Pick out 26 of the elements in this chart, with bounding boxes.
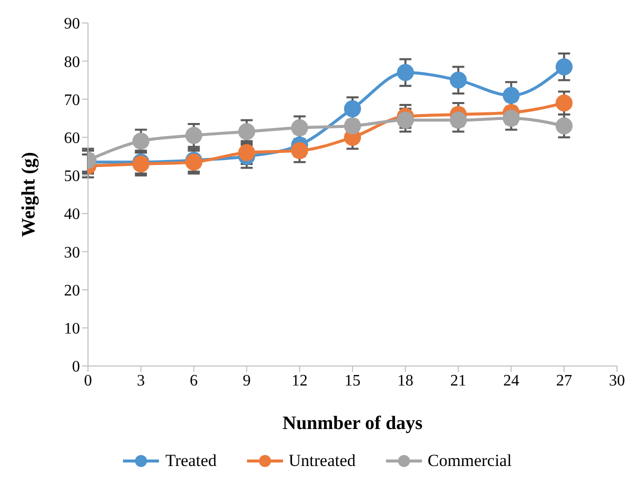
legend-label: Untreated: [288, 451, 356, 471]
x-tick-label: 0: [84, 372, 92, 390]
y-tick-label: 0: [72, 358, 80, 376]
x-tick-label: 18: [397, 372, 414, 390]
y-tick-label: 50: [64, 168, 80, 186]
y-tick-label: 90: [64, 16, 80, 33]
x-tick-label: 3: [136, 372, 145, 390]
x-tick-label: 9: [242, 372, 251, 390]
y-tick-label: 80: [64, 54, 80, 71]
y-tick-label: 30: [64, 244, 80, 262]
x-tick-label: 6: [190, 372, 198, 390]
y-tick-label: 20: [64, 282, 80, 300]
x-tick-label: 30: [609, 372, 625, 390]
legend-label: Treated: [165, 451, 217, 471]
y-tick-label: 10: [64, 320, 80, 338]
legend-label: Commercial: [428, 451, 512, 471]
x-tick-label: 15: [344, 372, 360, 390]
x-tick-label: 21: [450, 372, 466, 390]
y-tick-label: 70: [64, 92, 80, 109]
x-tick-label: 27: [556, 372, 572, 390]
x-tick-label: 24: [503, 372, 520, 390]
x-axis-title: Nunmber of days: [282, 413, 423, 434]
y-axis-title: Weight (g): [18, 152, 40, 237]
y-tick-label: 40: [64, 206, 80, 224]
x-tick-label: 12: [292, 372, 308, 390]
y-tick-label: 60: [64, 130, 80, 148]
